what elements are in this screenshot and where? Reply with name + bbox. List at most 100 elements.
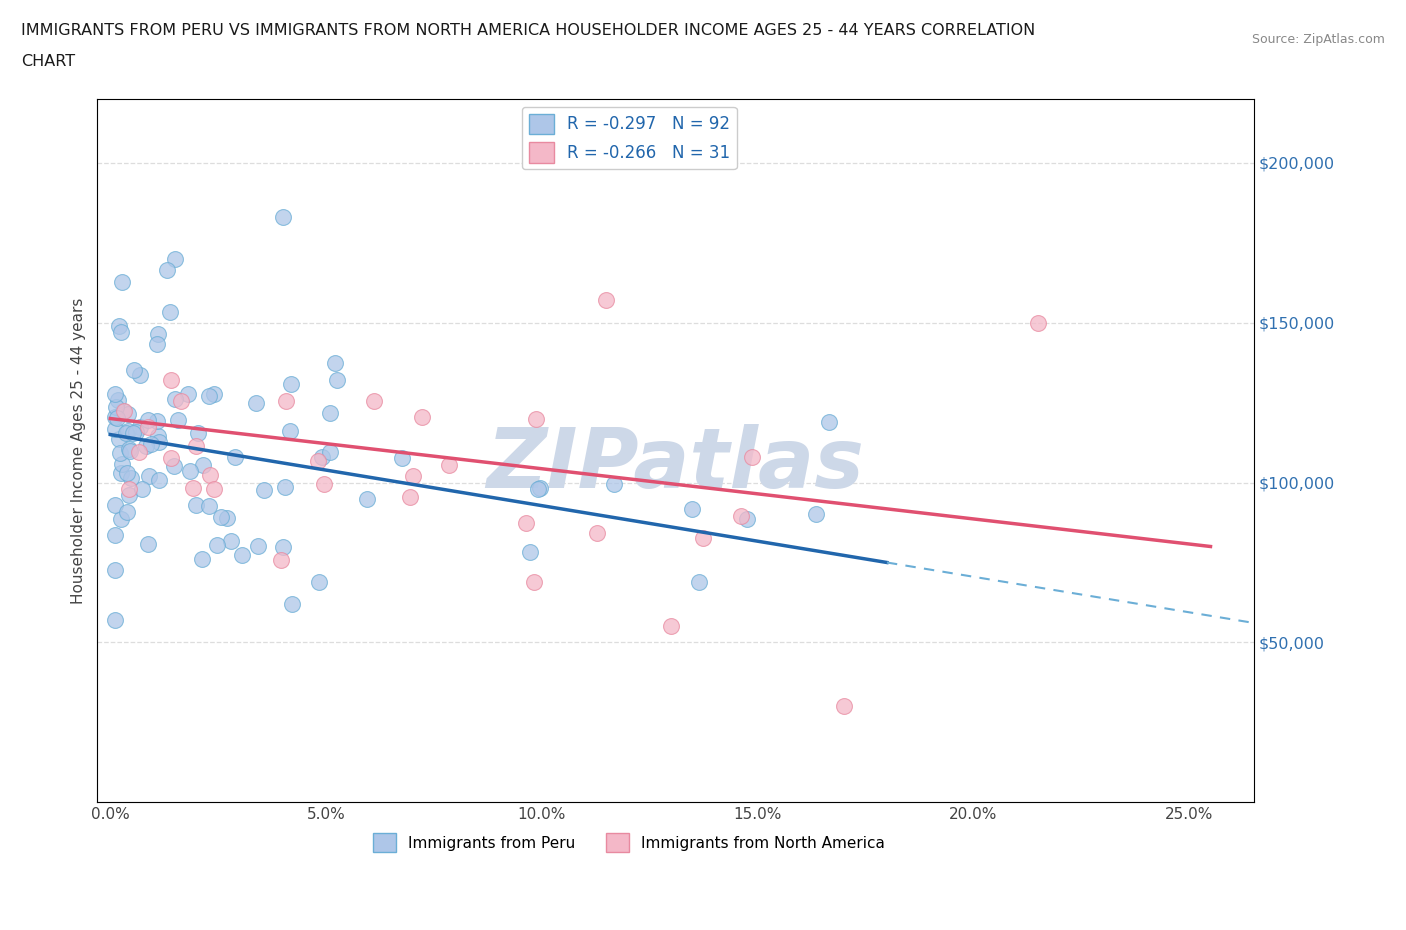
Point bbox=[111, 404, 134, 418]
Point bbox=[224, 449, 246, 464]
Point bbox=[163, 458, 186, 473]
Point bbox=[104, 612, 127, 627]
Point bbox=[112, 404, 135, 418]
Point bbox=[519, 544, 541, 559]
Point bbox=[148, 472, 170, 487]
Point bbox=[138, 419, 160, 434]
Point bbox=[523, 575, 546, 590]
Point bbox=[308, 575, 330, 590]
Point bbox=[411, 409, 433, 424]
Point bbox=[526, 481, 548, 496]
Point bbox=[529, 481, 551, 496]
Point bbox=[231, 548, 253, 563]
Point bbox=[128, 367, 150, 382]
Point bbox=[280, 377, 302, 392]
Point bbox=[122, 363, 145, 378]
Point bbox=[104, 421, 127, 436]
Point bbox=[108, 432, 131, 446]
Point bbox=[108, 445, 131, 460]
Point bbox=[104, 563, 127, 578]
Point bbox=[115, 465, 138, 480]
Point bbox=[146, 326, 169, 341]
Point bbox=[730, 509, 752, 524]
Point bbox=[191, 458, 214, 472]
Point bbox=[198, 468, 221, 483]
Point bbox=[401, 469, 423, 484]
Text: ZIPatlas: ZIPatlas bbox=[486, 424, 865, 505]
Point bbox=[176, 387, 198, 402]
Point bbox=[356, 492, 378, 507]
Point bbox=[148, 434, 170, 449]
Point bbox=[253, 482, 276, 497]
Point bbox=[155, 263, 177, 278]
Point bbox=[247, 538, 270, 553]
Point bbox=[131, 482, 153, 497]
Point bbox=[735, 512, 758, 526]
Point bbox=[595, 293, 617, 308]
Point bbox=[186, 438, 208, 453]
Point bbox=[108, 318, 131, 333]
Text: IMMIGRANTS FROM PERU VS IMMIGRANTS FROM NORTH AMERICA HOUSEHOLDER INCOME AGES 25: IMMIGRANTS FROM PERU VS IMMIGRANTS FROM … bbox=[21, 23, 1035, 38]
Point bbox=[146, 429, 169, 444]
Point bbox=[688, 575, 710, 590]
Point bbox=[163, 251, 186, 266]
Point bbox=[110, 512, 132, 526]
Point bbox=[741, 449, 763, 464]
Point bbox=[215, 511, 238, 525]
Point bbox=[363, 393, 385, 408]
Point bbox=[110, 325, 132, 339]
Point bbox=[1026, 315, 1049, 330]
Point bbox=[804, 507, 827, 522]
Point bbox=[118, 442, 141, 457]
Point bbox=[107, 392, 129, 407]
Point bbox=[179, 463, 201, 478]
Point bbox=[586, 525, 609, 540]
Point bbox=[204, 387, 226, 402]
Point bbox=[205, 538, 228, 552]
Point bbox=[104, 527, 127, 542]
Point bbox=[307, 453, 329, 468]
Point bbox=[271, 209, 294, 224]
Point bbox=[159, 450, 181, 465]
Point bbox=[104, 498, 127, 512]
Point bbox=[817, 414, 839, 429]
Point bbox=[105, 410, 128, 425]
Point bbox=[274, 480, 297, 495]
Point bbox=[129, 419, 152, 434]
Point bbox=[110, 465, 132, 480]
Point bbox=[104, 400, 127, 415]
Point bbox=[270, 552, 292, 567]
Point bbox=[314, 477, 336, 492]
Point bbox=[104, 409, 127, 424]
Point bbox=[515, 515, 537, 530]
Point bbox=[832, 699, 855, 714]
Point bbox=[159, 304, 181, 319]
Point bbox=[181, 481, 204, 496]
Point bbox=[120, 471, 142, 485]
Point bbox=[104, 387, 127, 402]
Point bbox=[111, 457, 134, 472]
Point bbox=[146, 336, 169, 351]
Point bbox=[190, 551, 212, 566]
Point bbox=[659, 619, 682, 634]
Point bbox=[311, 449, 333, 464]
Point bbox=[319, 406, 342, 421]
Text: Source: ZipAtlas.com: Source: ZipAtlas.com bbox=[1251, 33, 1385, 46]
Point bbox=[122, 426, 145, 441]
Point bbox=[391, 451, 413, 466]
Point bbox=[118, 487, 141, 502]
Point bbox=[125, 424, 148, 439]
Point bbox=[136, 537, 159, 551]
Point bbox=[163, 392, 186, 406]
Legend: Immigrants from Peru, Immigrants from North America: Immigrants from Peru, Immigrants from No… bbox=[367, 827, 891, 858]
Point bbox=[326, 373, 349, 388]
Point bbox=[117, 423, 139, 438]
Point bbox=[318, 445, 340, 459]
Point bbox=[202, 481, 225, 496]
Y-axis label: Householder Income Ages 25 - 44 years: Householder Income Ages 25 - 44 years bbox=[72, 298, 86, 604]
Point bbox=[118, 444, 141, 458]
Point bbox=[186, 426, 208, 441]
Point bbox=[167, 413, 190, 428]
Point bbox=[114, 425, 136, 440]
Point bbox=[439, 458, 461, 472]
